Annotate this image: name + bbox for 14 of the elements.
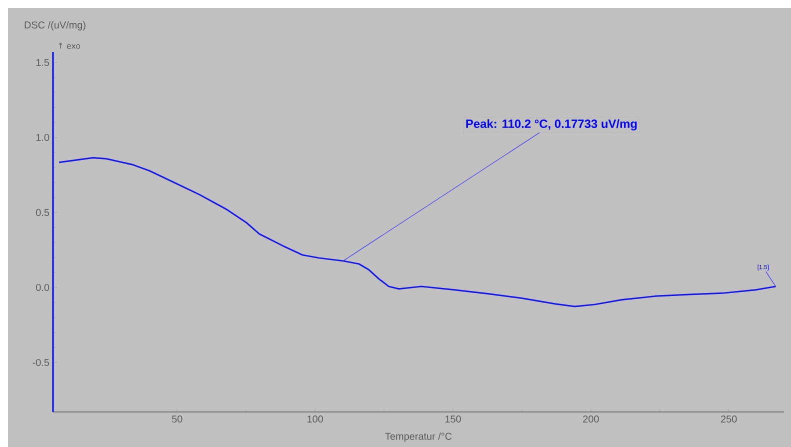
y-tick-label: 1.0 xyxy=(36,134,50,142)
annotation: Peak: 110.2 °C, 0.17733 uV/mg xyxy=(466,119,637,130)
x-axis-title: Temperatur /°C xyxy=(385,432,452,442)
x-tick-label: 50 xyxy=(172,416,182,423)
line-series xyxy=(58,156,776,308)
y-axis-title: DSC /(uV/mg) xyxy=(24,21,86,30)
x-tick-label: 250 xyxy=(721,416,737,423)
x-tick-label: 200 xyxy=(583,416,599,423)
x-tick-label: 100 xyxy=(308,416,323,423)
y-tick-label: 0.5 xyxy=(36,208,50,216)
y-tick-label: 1.5 xyxy=(36,59,50,66)
x-tick-label: 150 xyxy=(445,416,461,423)
y-tick-label: -0.5 xyxy=(32,358,50,366)
y-tick-label: 0.0 xyxy=(36,284,50,292)
